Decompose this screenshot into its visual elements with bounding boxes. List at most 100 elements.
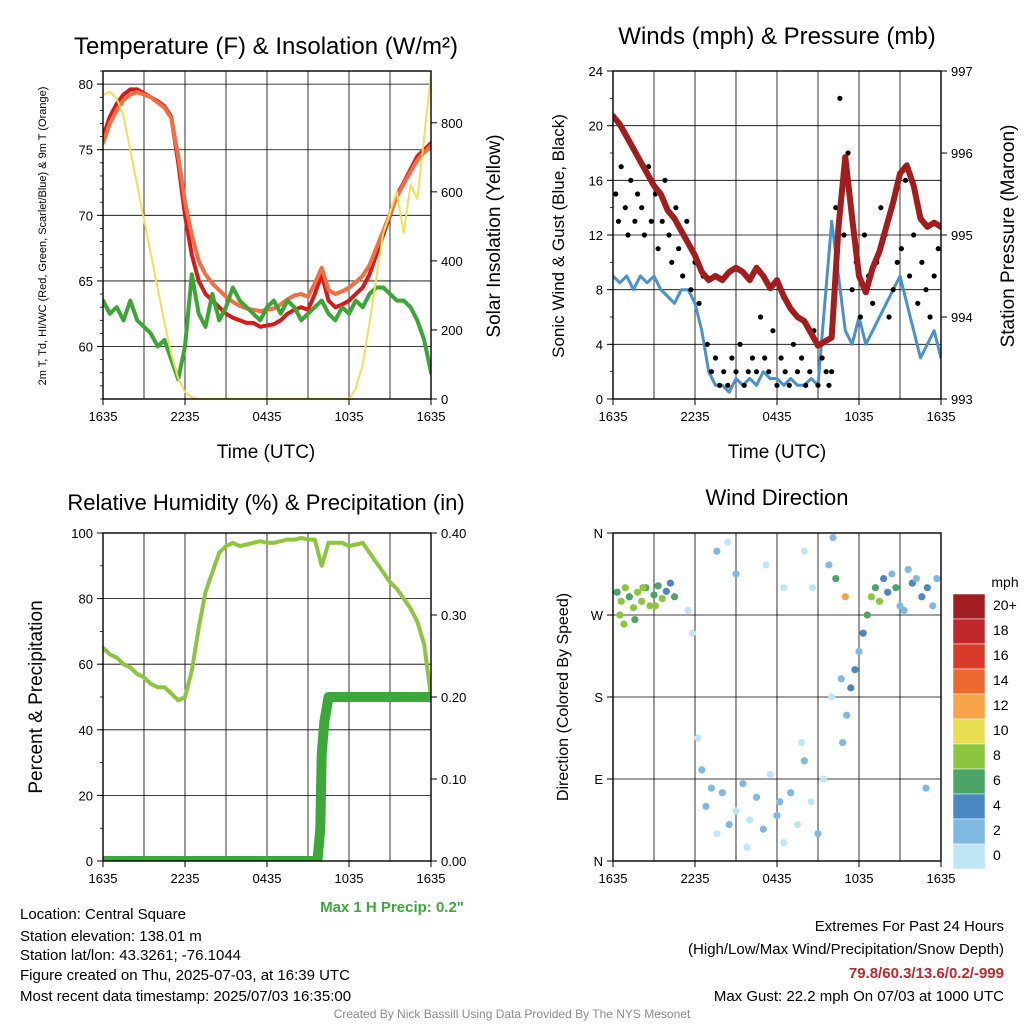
gust-point xyxy=(615,218,622,224)
temperature-xlabel: Time (UTC) xyxy=(217,442,316,463)
gust-point xyxy=(766,369,772,375)
colorbar-swatch xyxy=(952,793,986,820)
direction-point xyxy=(666,579,675,587)
colorbar-swatch xyxy=(952,593,986,620)
direction-point xyxy=(654,582,662,590)
gust-point xyxy=(639,205,645,211)
colorbar-title: mph xyxy=(991,574,1018,590)
wind-direction-title: Wind Direction xyxy=(705,485,848,510)
gust-point xyxy=(927,314,933,320)
gust-point xyxy=(753,369,760,375)
gust-point xyxy=(826,382,832,388)
direction-point xyxy=(800,757,808,765)
colorbar-swatch xyxy=(952,618,986,645)
y-right-tick-label: 0.40 xyxy=(441,526,466,541)
direction-point xyxy=(631,615,639,624)
gust-point xyxy=(758,314,764,320)
gust-point xyxy=(708,369,715,375)
x-tick-label: 1035 xyxy=(845,409,874,424)
gust-point xyxy=(696,300,702,306)
x-tick-label: 1635 xyxy=(927,871,956,886)
x-tick-label: 0435 xyxy=(763,871,792,886)
x-tick-label: 2235 xyxy=(171,871,200,886)
winds-ylabel: Sonic Wind & Gust (Blue, Black) xyxy=(549,114,568,358)
gust-point xyxy=(669,259,675,265)
gust-point xyxy=(745,369,751,375)
temperature-panel: Temperature (F) & Insolation (W/m²) Time… xyxy=(37,33,505,463)
colorbar-label: 10 xyxy=(993,722,1009,738)
direction-point xyxy=(732,807,740,815)
y-right-tick-label: 0.00 xyxy=(441,854,466,869)
gust-point xyxy=(717,382,723,388)
y-right-tick-label: 600 xyxy=(441,185,463,200)
y-tick-label: 70 xyxy=(79,208,93,223)
gust-point xyxy=(833,205,839,211)
x-tick-label: 1635 xyxy=(417,409,446,424)
direction-point xyxy=(867,593,875,601)
direction-point xyxy=(828,693,836,701)
series-line-0 xyxy=(613,219,941,394)
direction-point xyxy=(798,738,806,747)
gust-point xyxy=(741,382,747,388)
direction-point xyxy=(651,602,659,610)
y-tick-label: E xyxy=(594,772,603,787)
direction-point xyxy=(880,574,888,583)
y-right-tick-label: 997 xyxy=(951,64,973,79)
x-tick-label: 1035 xyxy=(335,871,364,886)
colorbar-swatch xyxy=(952,768,986,795)
wind-direction-ylabel: Direction (Colored By Speed) xyxy=(555,593,572,801)
direction-point xyxy=(732,570,740,578)
series-line-0 xyxy=(103,535,431,703)
y-tick-label: 100 xyxy=(71,526,93,541)
x-tick-label: 0435 xyxy=(253,871,282,886)
y-right-tick-label: 0.10 xyxy=(441,772,466,787)
y-right-tick-label: 995 xyxy=(951,228,973,243)
direction-point xyxy=(613,588,621,596)
direction-point xyxy=(923,584,931,592)
gust-point xyxy=(845,150,851,156)
humidity-panel: Relative Humidity (%) & Precipitation (i… xyxy=(26,490,466,916)
direction-point xyxy=(620,620,628,628)
direction-point xyxy=(922,784,930,792)
direction-point xyxy=(739,779,747,788)
temperature-ylabel: 2m T, Td, HI/WC (Red, Green, Scarlet/Blu… xyxy=(37,87,49,386)
direction-point xyxy=(688,629,696,637)
gust-point xyxy=(841,232,847,238)
direction-point xyxy=(621,584,629,592)
direction-point xyxy=(825,561,833,569)
gust-point xyxy=(894,259,900,265)
temperature-ylabel-right: Solar Insolation (Yellow) xyxy=(484,134,505,337)
colorbar-swatch xyxy=(952,718,986,745)
extremes-subheading: (High/Low/Max Wind/Precipitation/Snow De… xyxy=(688,941,1004,958)
colorbar-swatch xyxy=(952,818,986,845)
gust-point xyxy=(857,314,863,320)
gust-point xyxy=(628,177,634,183)
y-tick-label: 4 xyxy=(596,337,603,352)
temperature-title: Temperature (F) & Insolation (W/m²) xyxy=(74,33,458,60)
plot-area xyxy=(613,95,941,394)
x-tick-label: 2235 xyxy=(171,409,200,424)
gust-point xyxy=(782,369,788,375)
y-right-tick-label: 400 xyxy=(441,254,463,269)
gust-point xyxy=(749,355,756,361)
plot-frame xyxy=(612,70,942,400)
y-right-tick-label: 0.20 xyxy=(441,690,466,705)
gust-point xyxy=(737,341,743,347)
gust-point xyxy=(935,246,941,252)
direction-point xyxy=(843,711,851,719)
direction-point xyxy=(933,574,941,583)
gust-point xyxy=(890,287,896,293)
direction-point xyxy=(819,775,828,783)
gust-point xyxy=(799,355,805,361)
x-tick-label: 0435 xyxy=(763,409,792,424)
direction-point xyxy=(800,547,808,555)
gust-point xyxy=(725,382,731,388)
gust-point xyxy=(807,369,813,375)
info-recent: Most recent data timestamp: 2025/07/03 1… xyxy=(20,988,352,1005)
colorbar-swatch xyxy=(952,843,986,870)
gust-point xyxy=(655,246,661,252)
humidity-ylabel: Percent & Precipitation xyxy=(26,600,47,793)
direction-point xyxy=(900,606,908,615)
gust-point xyxy=(911,232,917,238)
